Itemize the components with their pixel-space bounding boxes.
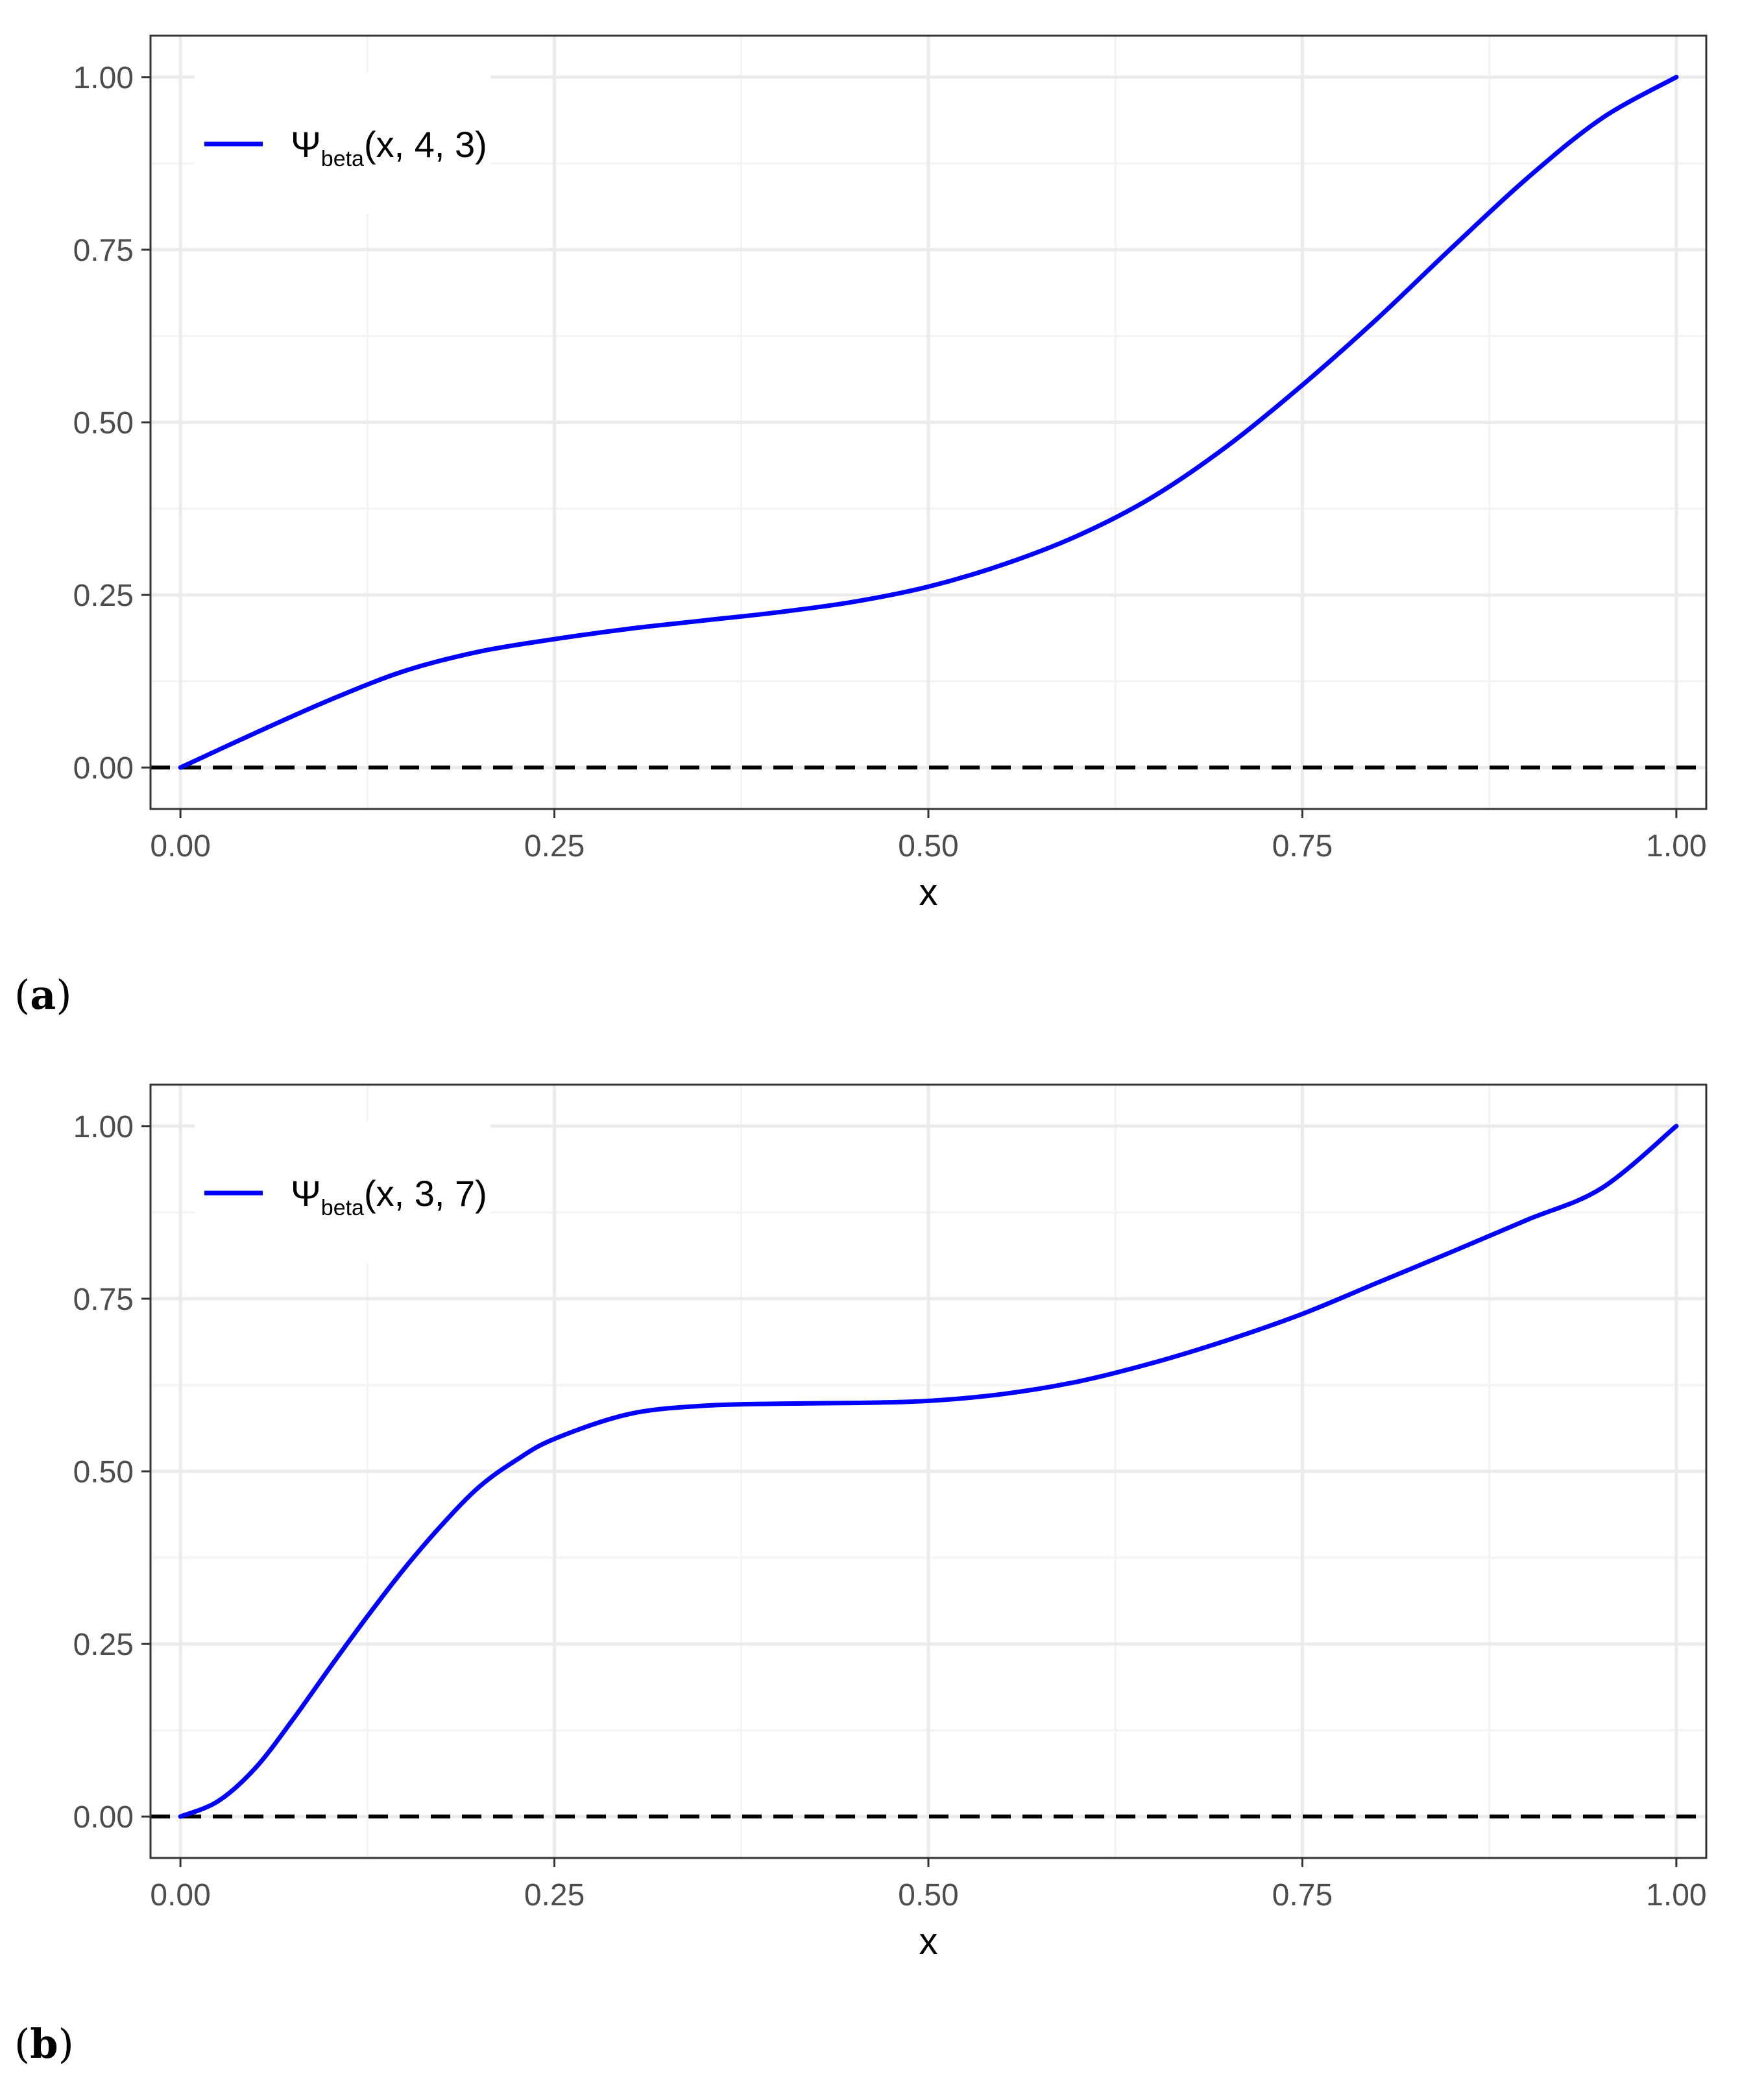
chart-0-y-tick-label: 0.75 (73, 234, 134, 268)
chart-0-y-tick-label: 0.50 (73, 406, 134, 440)
chart-1-y-tick-label: 0.00 (73, 1800, 134, 1835)
chart-0-x-tick-label: 1.00 (1646, 829, 1706, 863)
chart-0-x-tick-label: 0.00 (150, 829, 210, 863)
chart-1-panel-label: (b) (14, 2020, 74, 2068)
chart-1-panel-letter: b (30, 2020, 58, 2068)
chart-1-y-tick-label: 0.75 (73, 1283, 134, 1317)
chart-0-legend-label: Ψbeta(x, 4, 3) (291, 124, 487, 171)
chart-1-y-tick-label: 1.00 (73, 1110, 134, 1144)
chart-1-x-tick-label: 0.00 (150, 1878, 210, 1912)
chart-0-x-tick-label: 0.75 (1272, 829, 1333, 863)
chart-0-y-tick-label: 0.00 (73, 751, 134, 786)
chart-0-x-axis-title: x (919, 871, 938, 913)
chart-1-y-tick-label: 0.50 (73, 1455, 134, 1489)
chart-a-svg: Ψbeta(x, 4, 3) 0.00 0.25 0.50 0.75 1.00 0.00 0.… (14, 34, 1708, 1019)
chart-0-legend-symbol: Ψ (291, 124, 321, 165)
chart-1-legend-symbol: Ψ (291, 1173, 321, 1214)
chart-0-legend-subscript: beta (321, 147, 364, 171)
chart-1-x-tick-label: 0.25 (524, 1878, 585, 1912)
chart-0-x-tick-label: 0.25 (524, 829, 585, 863)
chart-0-panel-letter: a (30, 971, 56, 1019)
chart-1-legend-subscript: beta (321, 1196, 364, 1220)
chart-1-x-axis-title: x (919, 1920, 938, 1962)
chart-1-y-tick-label: 0.25 (73, 1628, 134, 1662)
chart-0-x-tick-label: 0.50 (898, 829, 958, 863)
chart-1-x-tick-label: 1.00 (1646, 1878, 1706, 1912)
chart-0-y-tick-label: 1.00 (73, 61, 134, 95)
panel-b: Ψbeta(x, 3, 7) 0.00 0.25 0.50 0.75 1.00 0.00 0.… (0, 1049, 1764, 2098)
chart-1-x-tick-label: 0.75 (1272, 1878, 1333, 1912)
chart-1-x-tick-label: 0.50 (898, 1878, 958, 1912)
chart-0-panel-label: (a) (14, 971, 72, 1019)
chart-0-y-tick-label: 0.25 (73, 579, 134, 613)
chart-1-series-line (178, 1124, 1679, 1819)
chart-0-legend-args: (x, 4, 3) (364, 124, 487, 165)
panel-a: Ψbeta(x, 4, 3) 0.00 0.25 0.50 0.75 1.00 0.00 0.… (14, 34, 1708, 1019)
chart-1-legend-args: (x, 3, 7) (364, 1173, 487, 1214)
chart-b-svg: Ψbeta(x, 3, 7) 0.00 0.25 0.50 0.75 1.00 0.00 0.… (14, 1083, 1708, 2068)
chart-0-series-line (178, 75, 1679, 770)
chart-1-legend-label: Ψbeta(x, 3, 7) (291, 1173, 487, 1220)
